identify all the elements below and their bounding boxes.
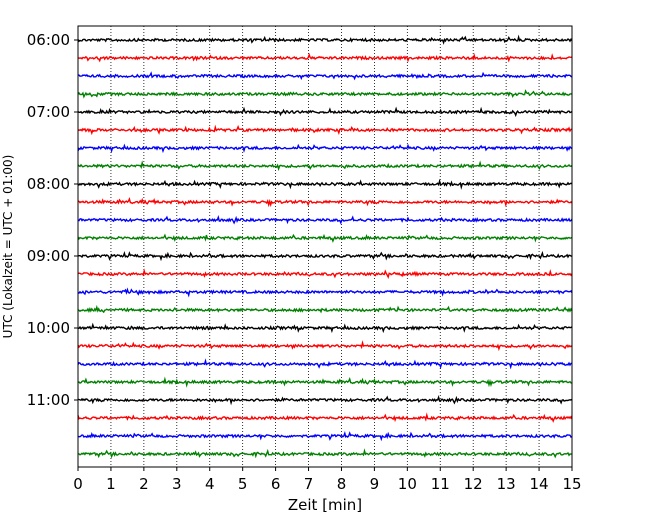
x-tick-label-4: 4 [205,475,215,493]
trace-08:45 [77,233,573,243]
x-tick-label-7: 7 [304,475,314,493]
x-tick-label-6: 6 [271,475,281,493]
trace-08:30 [77,215,573,225]
x-tick-label-3: 3 [172,475,182,493]
y-tick-label-11:00: 11:00 [27,391,70,409]
trace-10:30 [77,358,573,370]
trace-06:30 [78,71,573,81]
x-tick-label-14: 14 [530,475,549,493]
y-axis-label: UTC (Lokalzeit = UTC + 01:00) [1,155,15,339]
trace-06:00 [77,34,573,45]
x-tick-label-10: 10 [398,475,417,493]
trace-08:00 [77,178,573,190]
x-tick-label-5: 5 [238,475,248,493]
x-tick-label-13: 13 [497,475,516,493]
x-tick-label-1: 1 [106,475,116,493]
trace-08:15 [77,196,573,208]
trace-09:00 [77,250,573,262]
y-axis-ticks: 06:00 07:00 08:00 09:00 10:00 11:00 [27,31,78,409]
x-tick-label-15: 15 [562,475,581,493]
x-tick-label-8: 8 [337,475,347,493]
trace-06:15 [77,52,573,63]
trace-07:00 [77,106,573,118]
y-tick-label-09:00: 09:00 [27,247,70,265]
x-tick-label-11: 11 [431,475,450,493]
plot-frame [77,25,573,468]
trace-11:30 [77,430,573,442]
trace-10:15 [77,340,573,352]
trace-09:30 [77,287,573,298]
trace-07:45 [77,160,573,172]
x-axis-ticks: 0 1 2 3 4 5 6 7 8 9 10 11 12 13 14 15 [73,467,582,493]
trace-07:30 [77,143,573,154]
y-tick-label-08:00: 08:00 [27,175,70,193]
x-tick-label-0: 0 [73,475,83,493]
y-tick-label-06:00: 06:00 [27,31,70,49]
x-axis-label: Zeit [min] [288,496,362,514]
y-tick-label-07:00: 07:00 [27,103,70,121]
trace-10:45 [77,376,572,388]
trace-10:00 [78,322,573,334]
trace-07:15 [77,124,573,136]
x-tick-label-12: 12 [464,475,483,493]
trace-11:45 [77,448,573,459]
trace-09:45 [77,304,573,314]
x-tick-label-2: 2 [139,475,149,493]
trace-09:15 [77,268,573,279]
trace-11:15 [77,412,573,423]
seismogram-traces [77,34,573,459]
trace-11:00 [77,395,573,406]
y-tick-label-10:00: 10:00 [27,319,70,337]
x-tick-label-9: 9 [370,475,380,493]
trace-06:45 [77,89,573,99]
